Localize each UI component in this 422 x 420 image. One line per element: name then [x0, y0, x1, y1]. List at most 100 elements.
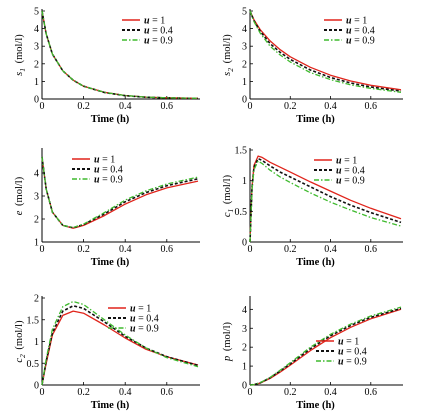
- y-axis-label: s2 (mol/l): [222, 34, 235, 76]
- y-axis-variable: c: [14, 358, 25, 363]
- legend-value: = 0.4: [342, 166, 365, 177]
- legend-label-3: u = 0.9: [130, 324, 159, 335]
- y-axis-unit: (mol/l): [14, 176, 25, 208]
- y-tick-label: 3: [34, 42, 39, 53]
- y-axis-subscript: 2: [226, 68, 235, 72]
- y-tick-label: 4: [34, 169, 39, 180]
- legend: u = 1u = 0.4u = 0.9: [316, 337, 367, 368]
- y-tick-label: 5: [34, 7, 39, 18]
- y-tick-label: 0: [242, 238, 247, 249]
- y-axis-unit: (mol/l): [14, 34, 25, 66]
- legend-variable: u: [336, 156, 342, 167]
- y-tick-label: 2: [34, 215, 39, 226]
- legend-value: = 0.9: [342, 176, 365, 187]
- legend-value: = 0.9: [344, 357, 367, 368]
- series-line-3: [249, 306, 402, 386]
- x-tick-label: 0.4: [324, 101, 337, 112]
- y-axis-subscript: 2: [18, 354, 27, 358]
- legend: u = 1u = 0.4u = 0.9: [108, 304, 159, 335]
- series-line-2: [249, 307, 402, 386]
- series-line-2: [41, 10, 199, 100]
- y-axis-label: p (mol/l): [222, 321, 233, 362]
- y-tick-label: 0: [242, 381, 247, 392]
- y-tick-label: 2: [242, 59, 247, 70]
- x-tick-label: 0.2: [77, 244, 90, 255]
- y-tick-label: 3: [34, 192, 39, 203]
- x-tick-label: 0: [40, 244, 45, 255]
- y-tick-label: 0: [34, 381, 39, 392]
- legend-label-2: u = 0.4: [144, 26, 173, 37]
- x-tick-label: 0.2: [284, 101, 297, 112]
- x-tick-label: 0: [248, 244, 253, 255]
- y-tick-label: 0.5: [27, 359, 40, 370]
- y-tick-label: 1.5: [235, 146, 248, 157]
- y-tick-label: 1: [242, 77, 247, 88]
- legend-value: = 0.4: [344, 347, 367, 358]
- legend-label-3: u = 0.9: [338, 357, 367, 368]
- legend: u = 1u = 0.4u = 0.9: [314, 156, 365, 187]
- series-line-2: [249, 10, 402, 92]
- legend-label-3: u = 0.9: [94, 175, 123, 186]
- x-tick-label: 0.2: [284, 387, 297, 398]
- x-tick-label: 0: [248, 101, 253, 112]
- legend-variable: u: [94, 175, 100, 186]
- y-tick-label: 2: [242, 343, 247, 354]
- x-axis-label: Time (h): [91, 400, 130, 411]
- x-axis-label: Time (h): [296, 400, 335, 411]
- x-tick-label: 0.6: [365, 244, 378, 255]
- y-tick-label: 4: [34, 24, 39, 35]
- x-tick-label: 0: [40, 387, 45, 398]
- legend-variable: u: [336, 166, 342, 177]
- legend-label-1: u = 1: [336, 156, 357, 167]
- y-tick-label: 0: [242, 95, 247, 106]
- x-tick-label: 0.6: [161, 387, 174, 398]
- legend-label-1: u = 1: [144, 16, 165, 27]
- legend-variable: u: [94, 165, 100, 176]
- legend-label-2: u = 0.4: [336, 166, 365, 177]
- x-tick-label: 0.4: [119, 387, 132, 398]
- legend-label-3: u = 0.9: [144, 36, 173, 47]
- series-line-1: [249, 155, 402, 243]
- legend: u = 1u = 0.4u = 0.9: [72, 155, 123, 186]
- legend-value: = 0.4: [136, 314, 159, 325]
- legend-label-1: u = 1: [346, 16, 367, 27]
- legend-label-2: u = 0.4: [94, 165, 123, 176]
- y-axis-label: s1 (mol/l): [14, 34, 27, 76]
- legend-label-2: u = 0.4: [130, 314, 159, 325]
- x-axis-label: Time (h): [91, 257, 130, 268]
- y-axis-unit: (mol/l): [222, 34, 233, 66]
- x-tick-label: 0.4: [324, 387, 337, 398]
- legend-value: = 0.4: [150, 26, 173, 37]
- y-tick-label: 0: [34, 95, 39, 106]
- y-tick-label: 5: [242, 7, 247, 18]
- y-tick-label: 2: [34, 59, 39, 70]
- y-tick-label: 3: [242, 42, 247, 53]
- legend-variable: u: [94, 155, 100, 166]
- y-axis-variable: p: [222, 356, 233, 362]
- y-axis-label: c1 (mol/l): [222, 174, 235, 217]
- legend-value: = 1: [352, 16, 368, 27]
- y-axis-variable: s: [222, 72, 233, 76]
- y-tick-label: 1.5: [27, 315, 40, 326]
- x-axis-label: Time (h): [91, 114, 130, 125]
- legend-variable: u: [130, 314, 136, 325]
- legend-label-3: u = 0.9: [346, 36, 375, 47]
- y-tick-label: 1: [242, 176, 247, 187]
- series-line-3: [41, 156, 199, 229]
- y-tick-label: 1: [242, 362, 247, 373]
- series-line-2: [41, 304, 199, 386]
- x-tick-label: 0.6: [365, 101, 378, 112]
- x-axis-label: Time (h): [296, 114, 335, 125]
- legend-label-1: u = 1: [338, 337, 359, 348]
- legend-label-2: u = 0.4: [346, 26, 375, 37]
- x-tick-label: 0.2: [284, 244, 297, 255]
- legend-value: = 1: [150, 16, 166, 27]
- legend-label-1: u = 1: [130, 304, 151, 315]
- series-line-1: [249, 308, 402, 386]
- y-tick-label: 1: [34, 238, 39, 249]
